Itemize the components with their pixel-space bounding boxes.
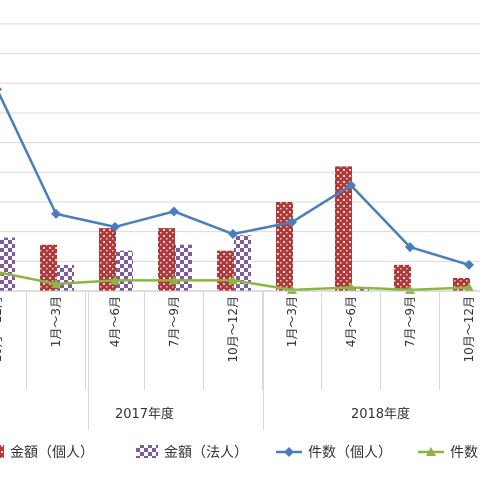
bar-amount-individual (335, 166, 352, 291)
x-group-label: 2017年度 (115, 406, 174, 422)
x-tick-label: 10月～12月 (226, 296, 240, 363)
x-group-label: 2018年度 (351, 406, 410, 422)
legend-marker (284, 447, 294, 457)
bars (0, 166, 470, 291)
data-point (405, 242, 415, 253)
x-tick-label: 10月～12月 (462, 296, 476, 363)
data-point (464, 282, 474, 292)
data-point (51, 278, 61, 288)
legend-entry: 件数（個人） (276, 445, 392, 461)
data-point (228, 275, 238, 285)
x-tick-label: 1月～3月 (285, 296, 299, 347)
legend-swatch (136, 445, 158, 458)
bar-amount-individual (158, 228, 175, 291)
legend-label: 件数（法人） (450, 445, 480, 461)
data-point (287, 217, 297, 228)
legend-marker (426, 447, 436, 456)
legend-label: 金額（個人） (10, 445, 94, 461)
legend-label: 金額（法人） (164, 445, 248, 461)
bar-amount-individual (99, 228, 116, 291)
gridlines (0, 23, 480, 262)
data-point (0, 87, 2, 92)
bar-amount-corporate (116, 250, 133, 291)
bar-amount-individual (217, 250, 234, 291)
legend: 金額（個人） 金額（法人） 件数（個人） 件数（法人） (0, 445, 480, 461)
data-point (169, 275, 179, 285)
bar-amount-individual (40, 244, 57, 291)
data-point (464, 259, 474, 270)
legend-swatch (0, 445, 4, 458)
data-point (110, 221, 120, 232)
data-point (405, 284, 415, 294)
data-point (346, 282, 356, 292)
x-tick-label: 4月～6月 (344, 296, 358, 347)
data-point (110, 275, 120, 285)
x-tick-label: 1月～3月 (49, 296, 63, 347)
x-tick-label: 7月～9月 (167, 296, 181, 347)
legend-entry: 金額（個人） (0, 445, 94, 461)
data-point (346, 180, 356, 191)
x-axis: 10月～12月 1月～3月 4月～6月 7月～9月 10月～12月 1月～3月 4月～6月 7… (0, 290, 480, 430)
data-point (0, 272, 2, 277)
data-point (169, 206, 179, 217)
data-point (51, 208, 61, 219)
bar-amount-individual (394, 264, 411, 291)
legend-label: 件数（個人） (308, 445, 392, 461)
x-tick-label: 10月～12月 (0, 296, 4, 363)
data-point (228, 229, 238, 240)
bar-amount-corporate (234, 235, 251, 291)
x-tick-label: 7月～9月 (403, 296, 417, 347)
legend-entry: 金額（法人） (136, 445, 248, 461)
legend-entry: 件数（法人） (418, 445, 480, 461)
series-lines (0, 87, 474, 294)
bar-amount-corporate (0, 237, 15, 291)
x-tick-label: 4月～6月 (108, 296, 122, 347)
bar-amount-corporate (352, 287, 369, 291)
data-point (287, 284, 297, 294)
bar-amount-individual (276, 201, 293, 291)
